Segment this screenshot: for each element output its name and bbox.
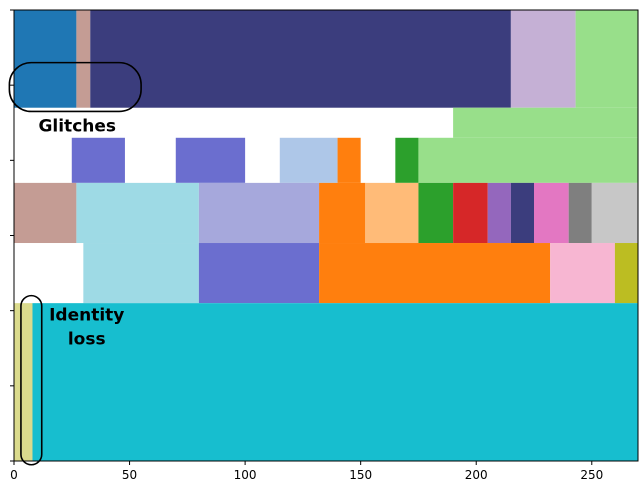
heatmap-segment-30 bbox=[32, 303, 638, 461]
heatmap-segment-19 bbox=[487, 182, 511, 244]
heatmap-segment-14 bbox=[198, 182, 320, 244]
heatmap-segment-10 bbox=[395, 137, 419, 183]
x-tick-label-100: 100 bbox=[234, 468, 257, 482]
x-tick-label-50: 50 bbox=[122, 468, 137, 482]
x-tick-label-250: 250 bbox=[580, 468, 603, 482]
x-axis-ticks: 0 50 100 150 200 250 bbox=[10, 461, 603, 482]
annotation-label-0: Glitches bbox=[38, 116, 116, 136]
heatmap-layer bbox=[14, 10, 638, 461]
heatmap-segment-13 bbox=[76, 182, 199, 244]
heatmap-segment-6 bbox=[71, 137, 125, 183]
heatmap-segment-18 bbox=[453, 182, 488, 244]
annotation-box-1 bbox=[20, 294, 43, 466]
heatmap-segment-4 bbox=[575, 10, 638, 108]
heatmap-segment-9 bbox=[337, 137, 361, 183]
heatmap-segment-15 bbox=[319, 182, 366, 244]
heatmap-segment-0 bbox=[14, 10, 77, 108]
heatmap-segment-12 bbox=[14, 182, 77, 244]
heatmap-segment-11 bbox=[418, 137, 638, 183]
heatmap-segment-21 bbox=[534, 182, 569, 244]
x-tick-label-0: 0 bbox=[10, 468, 18, 482]
annotation-box-0 bbox=[8, 61, 142, 113]
heatmap-segment-26 bbox=[319, 243, 551, 304]
heatmap-segment-16 bbox=[365, 182, 419, 244]
heatmap-segment-23 bbox=[591, 182, 638, 244]
heatmap-segment-8 bbox=[279, 137, 338, 183]
heatmap-segment-27 bbox=[550, 243, 615, 304]
heatmap-segment-29 bbox=[14, 303, 33, 461]
heatmap-segment-5 bbox=[453, 107, 638, 138]
heatmap-segment-2 bbox=[90, 10, 511, 108]
annotation-label-1: Identity loss bbox=[49, 306, 124, 350]
heatmap-segment-20 bbox=[510, 182, 534, 244]
x-tick-label-150: 150 bbox=[349, 468, 372, 482]
heatmap-segment-28 bbox=[614, 243, 638, 304]
heatmap-segment-7 bbox=[175, 137, 246, 183]
heatmap-segment-1 bbox=[76, 10, 91, 108]
heatmap-segment-3 bbox=[510, 10, 576, 108]
heatmap-segment-25 bbox=[198, 243, 320, 304]
heatmap-segment-24 bbox=[83, 243, 199, 304]
heatmap-segment-17 bbox=[418, 182, 454, 244]
heatmap-segment-22 bbox=[568, 182, 592, 244]
y-axis-ticks bbox=[10, 9, 14, 462]
annotation-layer: Glitches Identity loss bbox=[8, 61, 142, 466]
x-tick-label-200: 200 bbox=[465, 468, 488, 482]
